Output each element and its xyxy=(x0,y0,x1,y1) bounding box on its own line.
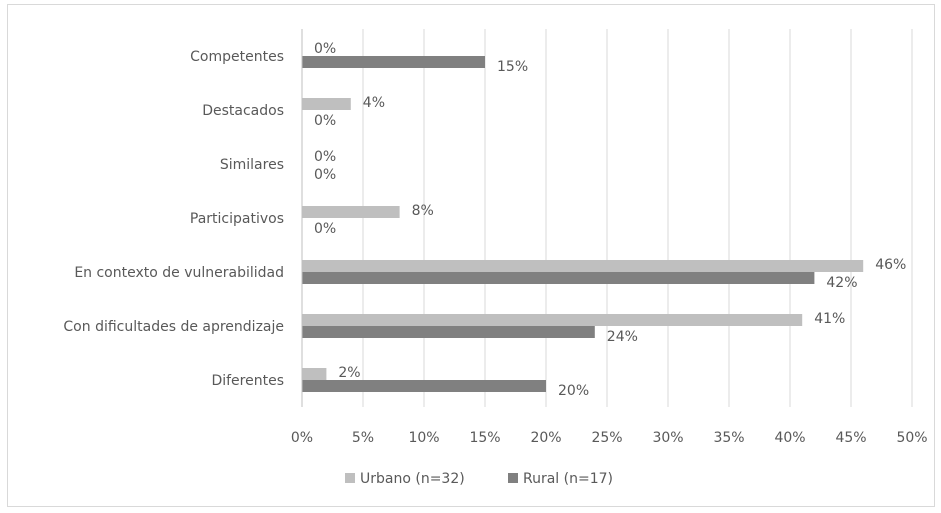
bar xyxy=(302,368,327,380)
category-label: Diferentes xyxy=(211,373,284,389)
x-tick-label: 15% xyxy=(469,430,500,446)
category-label: Participativos xyxy=(190,211,284,227)
data-label: 41% xyxy=(814,311,845,327)
x-tick-label: 10% xyxy=(408,430,439,446)
bar xyxy=(302,326,595,338)
data-label: 42% xyxy=(826,275,857,291)
bar xyxy=(302,380,546,392)
bar xyxy=(302,314,803,326)
legend-swatch xyxy=(508,473,518,483)
data-label: 8% xyxy=(412,203,434,219)
legend-label: Rural (n=17) xyxy=(523,471,613,487)
data-label: 20% xyxy=(558,383,589,399)
category-label: Con dificultades de aprendizaje xyxy=(63,319,284,335)
category-label: En contexto de vulnerabilidad xyxy=(74,265,284,281)
data-label: 0% xyxy=(314,167,336,183)
category-label: Destacados xyxy=(202,103,284,119)
category-label: Similares xyxy=(220,157,284,173)
x-tick-label: 0% xyxy=(291,430,313,446)
data-label: 15% xyxy=(497,59,528,75)
x-tick-label: 35% xyxy=(713,430,744,446)
data-label: 0% xyxy=(314,113,336,129)
bar xyxy=(302,206,400,218)
x-tick-label: 30% xyxy=(652,430,683,446)
data-label: 24% xyxy=(607,329,638,345)
legend-swatch xyxy=(345,473,355,483)
data-label: 0% xyxy=(314,149,336,165)
data-label: 46% xyxy=(875,257,906,273)
legend-label: Urbano (n=32) xyxy=(360,471,465,487)
bar xyxy=(302,272,815,284)
data-label: 2% xyxy=(338,365,360,381)
x-tick-label: 50% xyxy=(896,430,927,446)
chart-frame xyxy=(7,4,935,507)
bar xyxy=(302,98,351,110)
x-tick-label: 45% xyxy=(835,430,866,446)
data-label: 0% xyxy=(314,221,336,237)
x-tick-label: 5% xyxy=(352,430,374,446)
data-label: 0% xyxy=(314,41,336,57)
x-tick-label: 25% xyxy=(591,430,622,446)
x-tick-label: 20% xyxy=(530,430,561,446)
category-label: Competentes xyxy=(190,49,284,65)
x-tick-label: 40% xyxy=(774,430,805,446)
data-label: 4% xyxy=(363,95,385,111)
bar xyxy=(302,56,485,68)
bar xyxy=(302,260,864,272)
